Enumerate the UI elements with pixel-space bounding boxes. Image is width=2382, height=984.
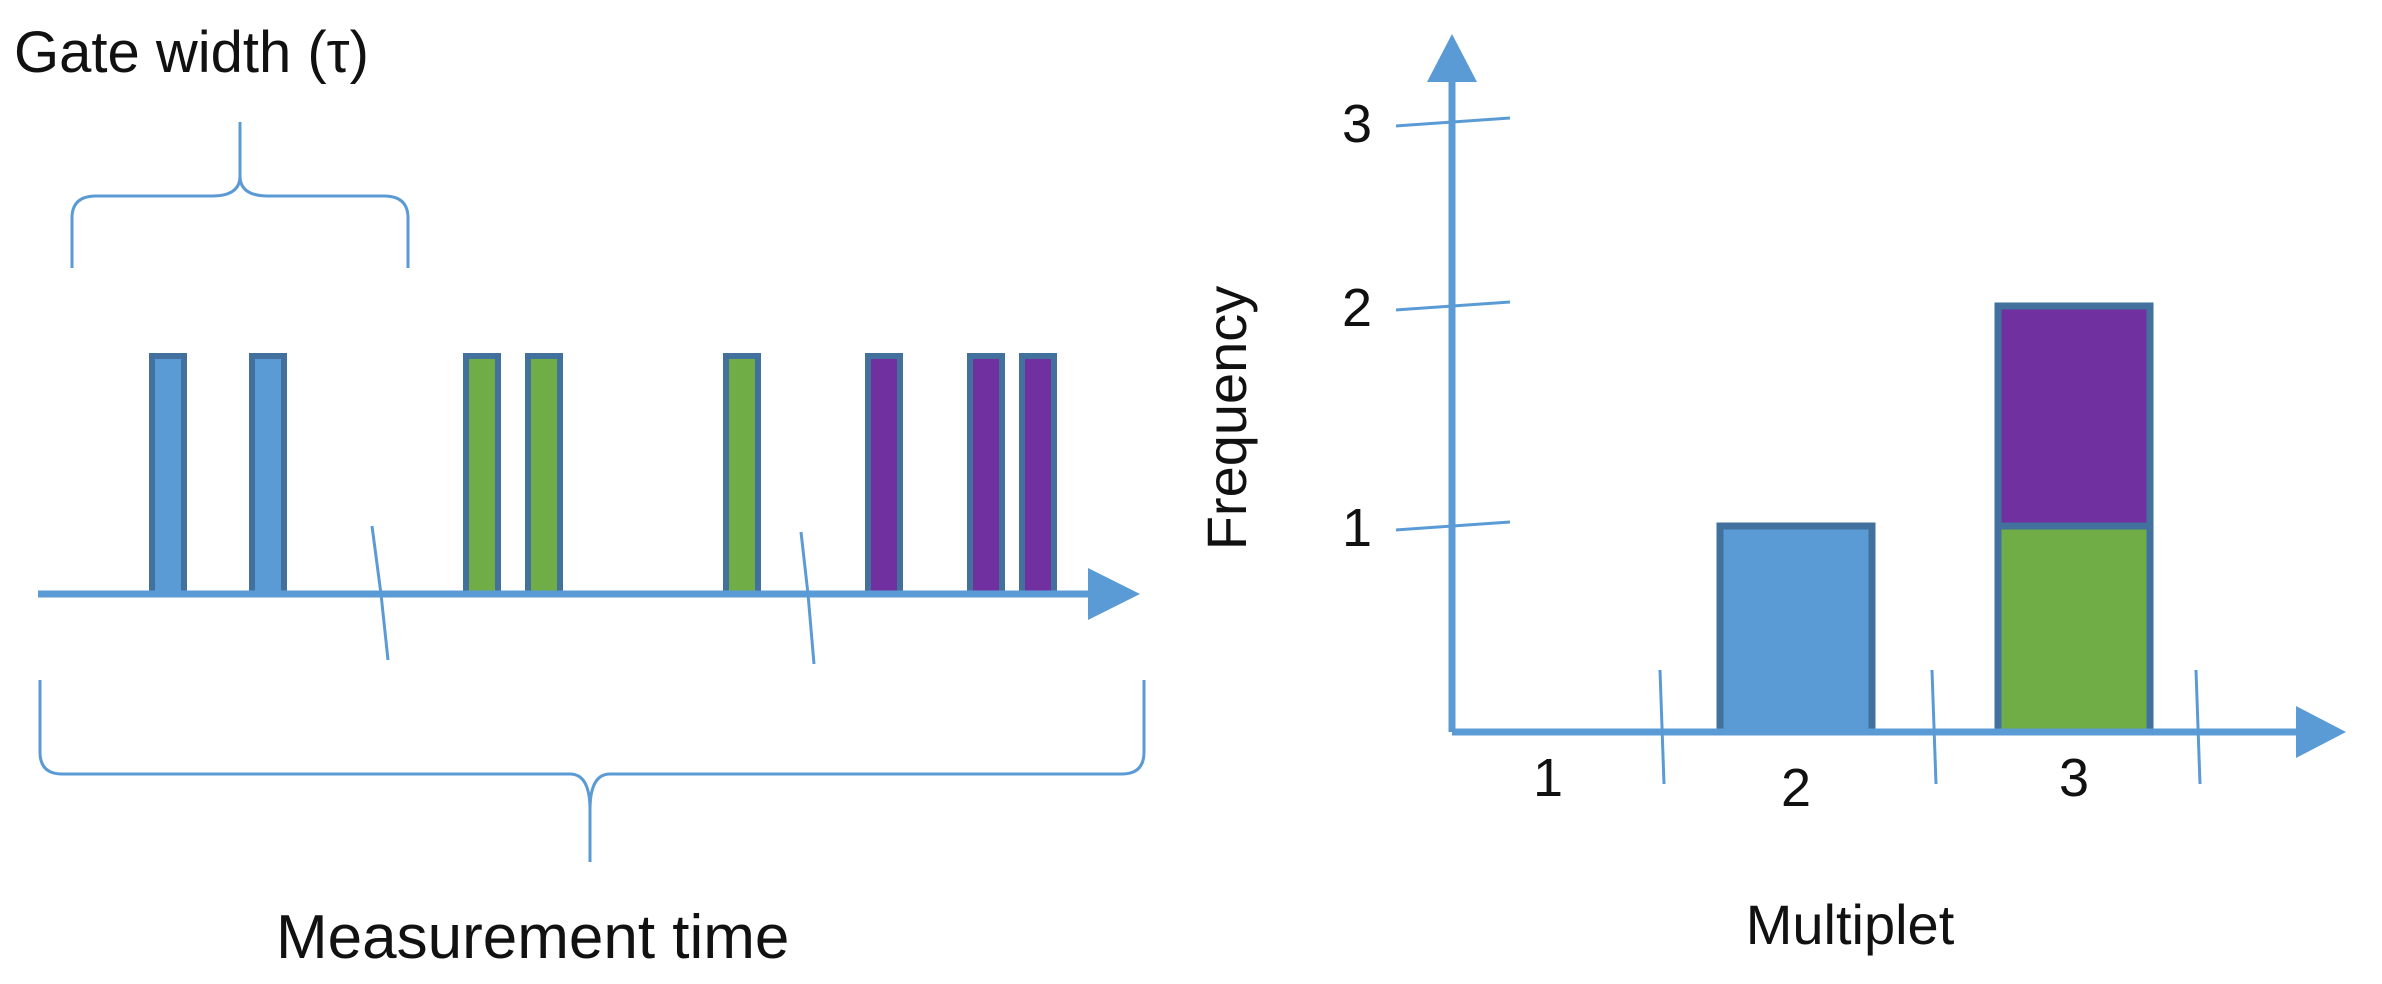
y-tick-mark xyxy=(1395,300,1511,312)
pulse-green xyxy=(463,353,501,597)
x-axis-arrow-icon xyxy=(2296,706,2346,758)
bar-group xyxy=(1716,302,2154,736)
pulse-group xyxy=(149,353,1057,597)
y-tick-group: 1 2 3 xyxy=(1342,94,1511,558)
measurement-time-brace xyxy=(38,680,1146,862)
y-tick-mark xyxy=(1395,116,1511,128)
gate-width-label: Gate width (τ) xyxy=(14,20,369,85)
pulse-blue xyxy=(249,353,287,597)
bar-3-purple xyxy=(1994,302,2154,530)
y-tick-mark xyxy=(1395,520,1511,532)
bar-3-green xyxy=(1994,522,2154,736)
pulse-purple xyxy=(967,353,1005,597)
histogram-panel: 1 2 3 1 2 3 Frequency Multiplet xyxy=(1195,34,2346,956)
y-tick-label: 1 xyxy=(1342,498,1372,558)
x-tick-label: 3 xyxy=(2059,748,2089,808)
y-axis-arrow-icon xyxy=(1427,34,1477,82)
y-axis-label: Frequency xyxy=(1195,286,1258,551)
x-tick-group: 1 2 3 xyxy=(1533,669,2202,818)
pulse-blue xyxy=(149,353,187,597)
y-tick-label: 3 xyxy=(1342,94,1372,154)
pulse-purple xyxy=(865,353,903,597)
timeline-panel: Gate width (τ) Measurement time xyxy=(14,20,1146,972)
pulse-purple xyxy=(1019,353,1057,597)
x-tick-mark xyxy=(2194,669,2202,785)
x-tick-label: 1 xyxy=(1533,748,1563,808)
x-tick-label: 2 xyxy=(1781,758,1811,818)
gate-boundary-tick xyxy=(370,525,390,661)
pulse-green xyxy=(525,353,563,597)
x-axis-label: Multiplet xyxy=(1746,893,1955,956)
bar-2-blue xyxy=(1716,522,1876,736)
pulse-green xyxy=(723,353,761,597)
time-axis-arrow-icon xyxy=(1088,568,1140,620)
x-tick-mark xyxy=(1658,669,1666,785)
y-tick-label: 2 xyxy=(1342,278,1372,338)
gate-boundary-tick xyxy=(799,531,816,665)
x-tick-mark xyxy=(1930,669,1938,785)
measurement-time-label: Measurement time xyxy=(276,903,789,972)
gate-width-brace xyxy=(70,122,410,268)
